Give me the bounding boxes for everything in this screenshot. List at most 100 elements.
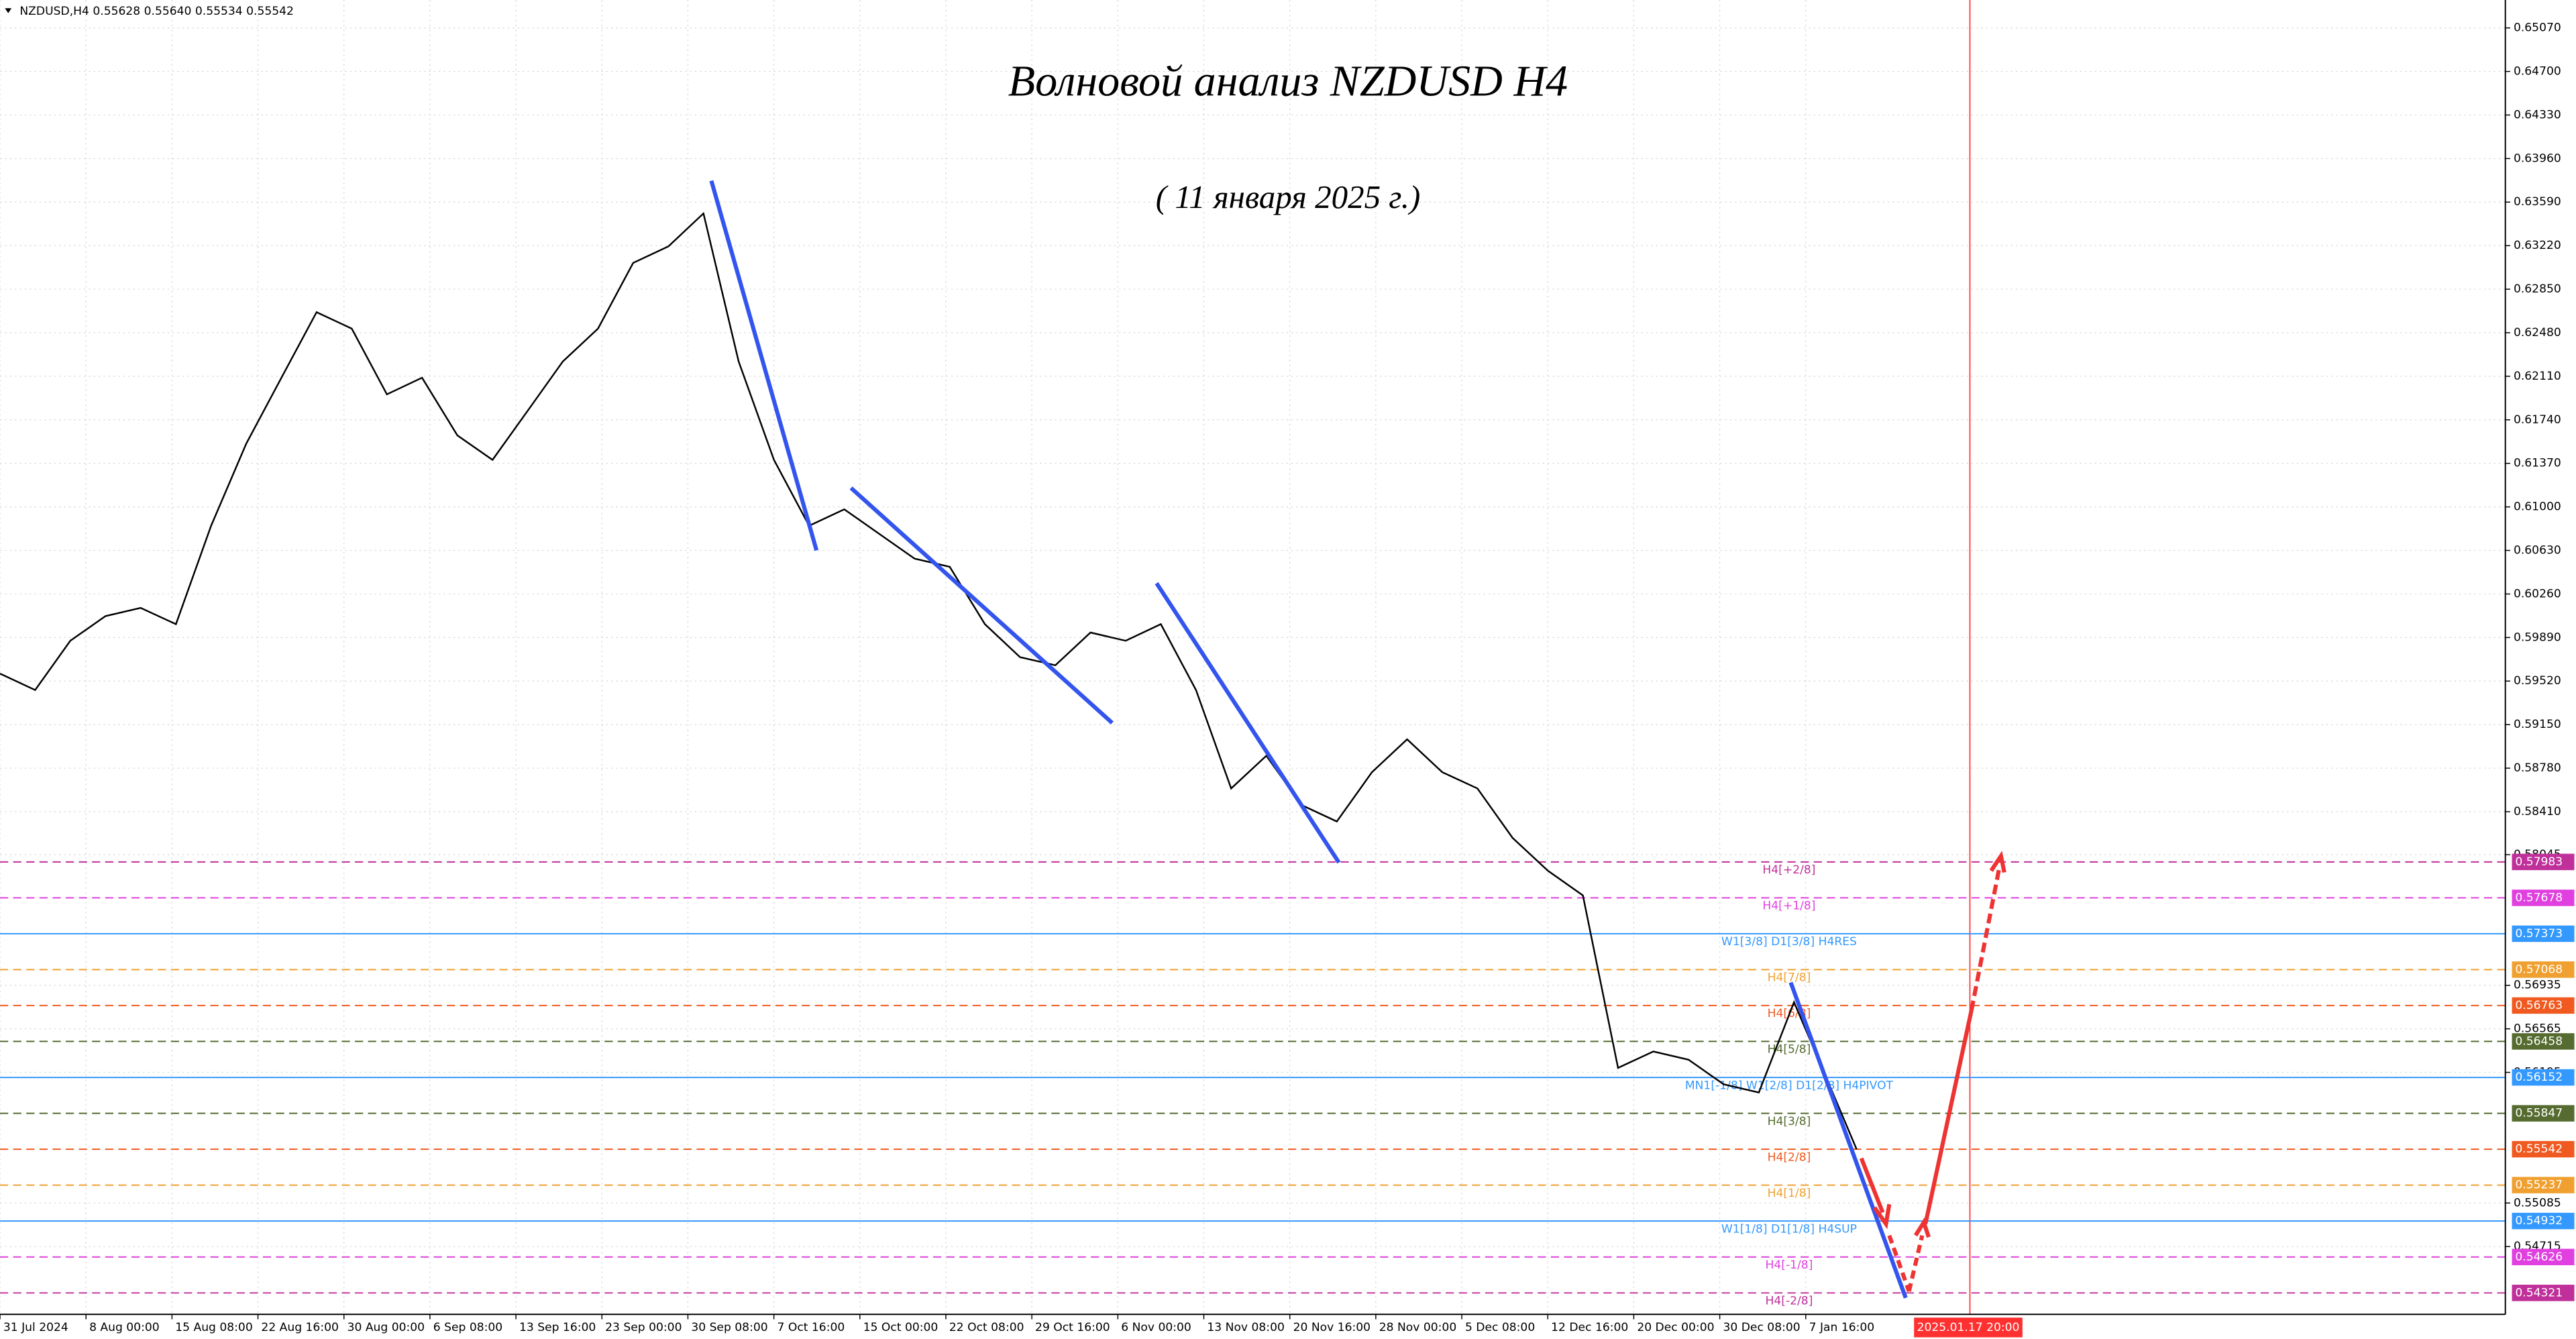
wave-line bbox=[709, 180, 819, 551]
x-tick-label: 5 Dec 08:00 bbox=[1465, 1321, 1535, 1334]
time-marker-box bbox=[1914, 1318, 2023, 1338]
y-tick-label: 0.58780 bbox=[2514, 761, 2561, 775]
level-value: 0.55237 bbox=[2515, 1179, 2563, 1192]
level-value: 0.54932 bbox=[2515, 1214, 2563, 1228]
y-tick-label: 0.63590 bbox=[2514, 195, 2561, 209]
y-tick-label: 0.60260 bbox=[2514, 587, 2561, 600]
y-tick-label: 0.56935 bbox=[2514, 979, 2561, 992]
forecast-line bbox=[1923, 1010, 1974, 1225]
wave-line bbox=[849, 486, 1114, 725]
level-label: H4[3/8] bbox=[1768, 1115, 1811, 1128]
header: NZDUSD,H4 0.55628 0.55640 0.55534 0.5554… bbox=[19, 5, 294, 18]
forecast-line bbox=[1969, 867, 2002, 1011]
level-label: MN1[-1/8] W1[2/8] D1[2/8] H4PIVOT bbox=[1685, 1079, 1894, 1092]
chart-title: Волновой анализ NZDUSD H4 bbox=[1008, 57, 1568, 106]
arrow-head bbox=[1989, 851, 2006, 873]
y-tick-label: 0.62850 bbox=[2514, 282, 2561, 296]
y-tick-label: 0.60630 bbox=[2514, 544, 2561, 557]
x-tick-label: 28 Nov 00:00 bbox=[1379, 1321, 1456, 1334]
level-value: 0.56763 bbox=[2515, 999, 2563, 1012]
y-tick-label: 0.55085 bbox=[2514, 1196, 2561, 1210]
level-label: H4[+2/8] bbox=[1762, 863, 1815, 877]
x-tick-label: 6 Sep 08:00 bbox=[433, 1321, 502, 1334]
level-label: H4[7/8] bbox=[1768, 971, 1811, 985]
level-box bbox=[2512, 1212, 2575, 1230]
time-marker-label: 2025.01.17 20:00 bbox=[1917, 1321, 2020, 1334]
level-value: 0.57983 bbox=[2515, 855, 2563, 869]
level-value: 0.55542 bbox=[2515, 1142, 2563, 1156]
arrow-head bbox=[1872, 1203, 1892, 1230]
x-tick-label: 20 Dec 00:00 bbox=[1637, 1321, 1714, 1334]
level-box bbox=[2512, 1140, 2575, 1158]
level-value: 0.54626 bbox=[2515, 1250, 2563, 1264]
y-tick-label: 0.63960 bbox=[2514, 152, 2561, 165]
x-tick-label: 8 Aug 00:00 bbox=[89, 1321, 160, 1334]
x-tick-label: 7 Jan 16:00 bbox=[1809, 1321, 1875, 1334]
forecast-line bbox=[1859, 1157, 1885, 1214]
level-box bbox=[2512, 1033, 2575, 1050]
y-tick-label: 0.65070 bbox=[2514, 21, 2561, 35]
level-label: H4[-1/8] bbox=[1766, 1258, 1813, 1272]
level-label: H4[5/8] bbox=[1768, 1043, 1811, 1057]
level-label: H4[+1/8] bbox=[1762, 900, 1815, 913]
levels: H4[+2/8] H4[+1/8] W1[3/8] D1[3/8] H4RES H4[… bbox=[0, 861, 2506, 1308]
level-box bbox=[2512, 1285, 2575, 1301]
y-tick-label: 0.64700 bbox=[2514, 65, 2561, 78]
level-box bbox=[2512, 1069, 2575, 1086]
x-tick-label: 23 Sep 00:00 bbox=[605, 1321, 682, 1334]
x-tick-label: 31 Jul 2024 bbox=[3, 1321, 68, 1334]
chart-subtitle: ( 11 января 2025 г.) bbox=[1156, 178, 1421, 215]
x-tick-label: 20 Nov 16:00 bbox=[1293, 1321, 1371, 1334]
forecast bbox=[1859, 851, 2006, 1292]
y-tick-label: 0.63220 bbox=[2514, 239, 2561, 252]
x-tick-label: 30 Sep 08:00 bbox=[691, 1321, 767, 1334]
level-label: W1[3/8] D1[3/8] H4RES bbox=[1721, 935, 1857, 949]
level-box bbox=[2512, 1105, 2575, 1122]
menu-arrow bbox=[5, 8, 12, 13]
y-tick-label: 0.61000 bbox=[2514, 500, 2561, 514]
level-value: 0.57678 bbox=[2515, 891, 2563, 904]
y-tick-label: 0.61370 bbox=[2514, 457, 2561, 470]
x-tick-label: 29 Oct 16:00 bbox=[1035, 1321, 1110, 1334]
level-value: 0.55847 bbox=[2515, 1107, 2563, 1120]
level-value: 0.57373 bbox=[2515, 927, 2563, 941]
x-tick-label: 15 Oct 00:00 bbox=[863, 1321, 938, 1334]
level-value: 0.56458 bbox=[2515, 1034, 2563, 1048]
level-value: 0.57068 bbox=[2515, 963, 2563, 976]
x-tick-label: 22 Aug 16:00 bbox=[261, 1321, 338, 1334]
level-label: H4[2/8] bbox=[1768, 1150, 1811, 1164]
level-label: W1[1/8] D1[1/8] H4SUP bbox=[1721, 1222, 1857, 1236]
level-box bbox=[2512, 853, 2575, 871]
x-tick-label: 12 Dec 16:00 bbox=[1551, 1321, 1628, 1334]
y-tick-label: 0.58410 bbox=[2514, 805, 2561, 818]
level-value: 0.56152 bbox=[2515, 1071, 2563, 1084]
y-tick-label: 0.56565 bbox=[2514, 1022, 2561, 1036]
level-label: H4[-2/8] bbox=[1766, 1295, 1813, 1308]
y-tick-label: 0.64330 bbox=[2514, 108, 2561, 121]
x-tick-label: 7 Oct 16:00 bbox=[777, 1321, 845, 1334]
level-box bbox=[2512, 997, 2575, 1014]
axis-labels: 0.65070 0.64700 0.64330 0.63960 0.63590 0.632… bbox=[0, 21, 2575, 1338]
wave-line bbox=[1155, 582, 1341, 864]
x-tick-label: 15 Aug 08:00 bbox=[175, 1321, 252, 1334]
x-tick-label: 13 Nov 08:00 bbox=[1207, 1321, 1284, 1334]
x-tick-label: 30 Aug 00:00 bbox=[347, 1321, 425, 1334]
y-tick-label: 0.59520 bbox=[2514, 674, 2561, 688]
y-tick-label: 0.59150 bbox=[2514, 718, 2561, 731]
level-box bbox=[2512, 890, 2575, 906]
y-tick-label: 0.61740 bbox=[2514, 413, 2561, 427]
y-tick-label: 0.62110 bbox=[2514, 370, 2561, 383]
level-value: 0.54321 bbox=[2515, 1286, 2563, 1299]
x-tick-label: 22 Oct 08:00 bbox=[949, 1321, 1024, 1334]
level-box bbox=[2512, 1248, 2575, 1266]
wave-line bbox=[1788, 981, 1908, 1299]
x-tick-label: 30 Dec 08:00 bbox=[1723, 1321, 1800, 1334]
y-tick-label: 0.59890 bbox=[2514, 631, 2561, 644]
x-tick-label: 6 Nov 00:00 bbox=[1121, 1321, 1191, 1334]
x-tick-label: 13 Sep 16:00 bbox=[519, 1321, 596, 1334]
forecast-line bbox=[1907, 1234, 1925, 1292]
level-box bbox=[2512, 925, 2575, 943]
forecast-line bbox=[1887, 1234, 1911, 1292]
